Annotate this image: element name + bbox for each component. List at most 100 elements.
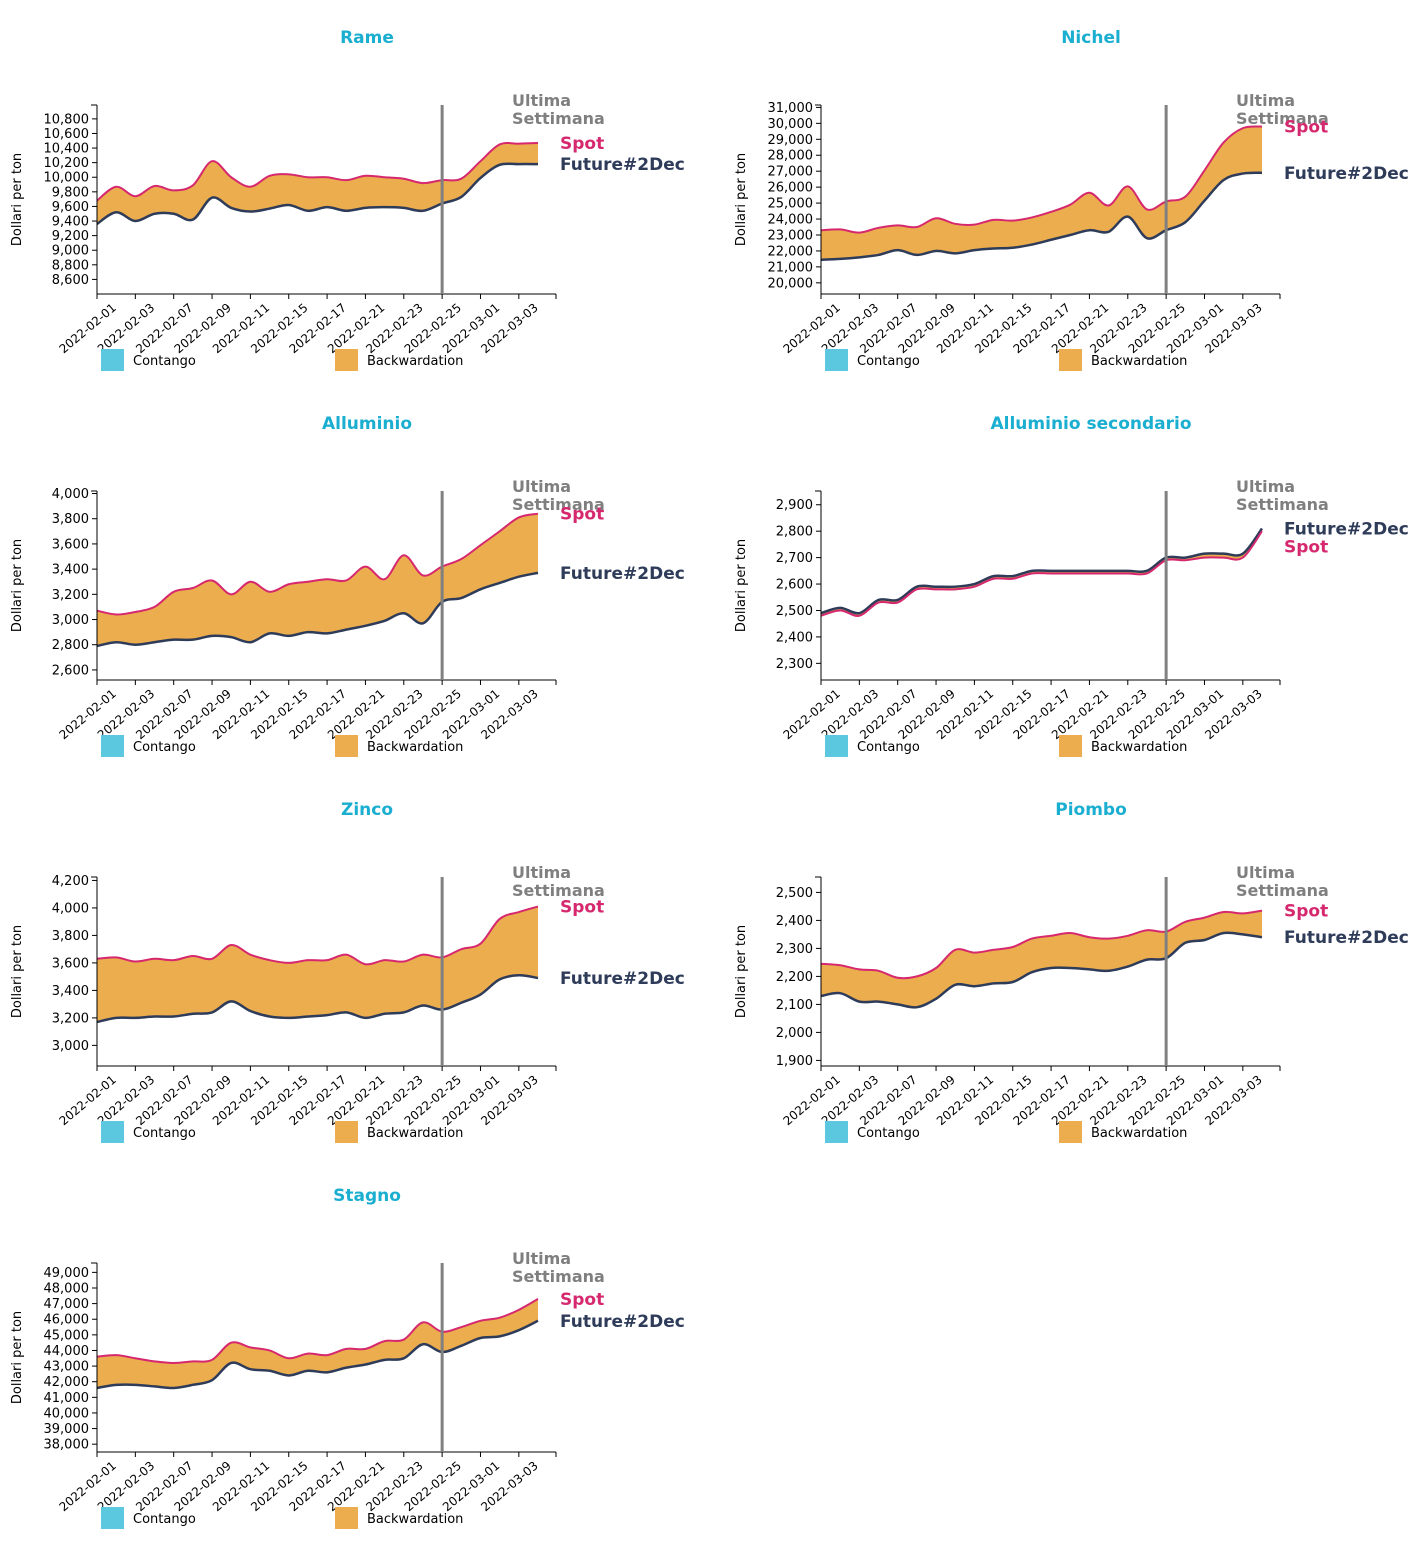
y-tick-label: 8,800 xyxy=(52,258,89,273)
legend-swatch-backwardation xyxy=(1059,1121,1082,1143)
y-tick-label: 2,500 xyxy=(776,886,813,901)
y-tick-label: 31,000 xyxy=(768,101,814,116)
future-line xyxy=(96,974,539,1024)
legend-swatch-backwardation xyxy=(1059,349,1082,371)
y-axis-label: Dollari per ton xyxy=(10,925,25,1018)
y-tick-label: 26,000 xyxy=(768,181,814,196)
y-tick-label: 3,600 xyxy=(52,956,89,971)
last-week-label: Settimana xyxy=(512,109,605,128)
chart-svg: 2,300 2,400 2,500 2,600 2,700 2,800 2,900 Dolla… xyxy=(734,477,1409,757)
legend-swatch-contango xyxy=(825,1121,848,1143)
legend-swatch-contango xyxy=(825,735,848,757)
legend-label-backwardation: Backwardation xyxy=(367,1512,463,1527)
spot-series-label: Spot xyxy=(1284,538,1328,558)
y-tick-label: 29,000 xyxy=(768,133,814,148)
future-line xyxy=(96,571,539,648)
chart-title: Zinco xyxy=(340,800,394,820)
chart-panel-5: Piombo 1,900 2,000 2,100 2,200 2,300 2,400 2,50… xyxy=(724,772,1421,1158)
y-tick-label: 10,800 xyxy=(44,112,90,127)
chart-title: Rame xyxy=(340,28,394,48)
chart-title: Alluminio secondario xyxy=(990,414,1192,434)
y-tick-label: 22,000 xyxy=(768,244,814,259)
future-line xyxy=(96,1319,539,1390)
spot-series-label: Spot xyxy=(560,1290,604,1310)
y-tick-label: 3,800 xyxy=(52,512,89,527)
spot-line xyxy=(96,512,539,616)
future-line xyxy=(820,931,1263,1009)
chart-title: Stagno xyxy=(333,1186,401,1206)
future-series-label: Future#2Dec xyxy=(1284,520,1409,540)
last-week-label: Ultima xyxy=(1236,477,1295,496)
y-tick-label: 3,400 xyxy=(52,563,89,578)
y-tick-label: 2,100 xyxy=(776,998,813,1013)
y-tick-label: 9,200 xyxy=(52,229,89,244)
spot-line xyxy=(96,905,539,966)
chart-svg: 20,00021,00022,00023,00024,00025,00026,0… xyxy=(734,91,1409,371)
last-week-label: Ultima xyxy=(512,1249,571,1268)
y-tick-label: 3,600 xyxy=(52,537,89,552)
chart-title: Nichel xyxy=(1061,28,1121,48)
legend-label-contango: Contango xyxy=(857,740,920,755)
legend-swatch-backwardation xyxy=(1059,735,1082,757)
y-tick-label: 21,000 xyxy=(768,260,814,275)
y-axis-label: Dollari per ton xyxy=(10,539,25,632)
chart-title: Piombo xyxy=(1055,800,1127,820)
y-tick-label: 47,000 xyxy=(44,1297,90,1312)
chart-svg: 38,00039,00040,00041,00042,00043,00044,0… xyxy=(10,1249,685,1529)
y-tick-label: 10,400 xyxy=(44,142,90,157)
legend-label-contango: Contango xyxy=(857,354,920,369)
last-week-label: Settimana xyxy=(512,881,605,900)
chart-svg: 8,6008,8009,0009,2009,4009,6009,80010,00… xyxy=(10,91,685,371)
last-week-label: Settimana xyxy=(512,1267,605,1286)
chart-panel-3: Alluminio secondario 2,300 2,400 2,500 2,600… xyxy=(724,386,1421,772)
y-tick-label: 2,900 xyxy=(776,498,813,513)
y-tick-label: 2,500 xyxy=(776,604,813,619)
spot-series-label: Spot xyxy=(560,134,604,154)
y-axis-label: Dollari per ton xyxy=(734,153,749,246)
chart-svg: 1,900 2,000 2,100 2,200 2,300 2,400 2,500 Dolla… xyxy=(734,863,1409,1143)
future-series-label: Future#2Dec xyxy=(560,564,685,584)
y-tick-label: 9,000 xyxy=(52,244,89,259)
spot-series-label: Spot xyxy=(1284,902,1328,922)
last-week-label: Ultima xyxy=(1236,863,1295,882)
y-tick-label: 2,800 xyxy=(776,525,813,540)
spot-line xyxy=(820,909,1263,980)
y-tick-label: 9,400 xyxy=(52,215,89,230)
y-tick-label: 27,000 xyxy=(768,165,814,180)
y-tick-label: 24,000 xyxy=(768,213,814,228)
chart-panel-6: Stagno 38,000 39,000 40,000 41,000 42,000 43,0… xyxy=(0,1158,720,1544)
y-tick-label: 44,000 xyxy=(44,1344,90,1359)
legend-swatch-contango xyxy=(101,349,124,371)
y-axis-label: Dollari per ton xyxy=(734,925,749,1018)
y-tick-label: 46,000 xyxy=(44,1313,90,1328)
legend-label-backwardation: Backwardation xyxy=(1091,740,1187,755)
y-tick-label: 43,000 xyxy=(44,1360,90,1375)
y-tick-label: 30,000 xyxy=(768,117,814,132)
y-tick-label: 9,600 xyxy=(52,200,89,215)
last-week-label: Settimana xyxy=(1236,495,1329,514)
chart-svg: 2,600 2,800 3,000 3,200 3,400 3,600 3,800 4,000… xyxy=(10,477,685,757)
y-tick-label: 48,000 xyxy=(44,1281,90,1296)
y-tick-label: 2,000 xyxy=(776,1026,813,1041)
y-tick-label: 3,200 xyxy=(52,588,89,603)
y-axis-label: Dollari per ton xyxy=(734,539,749,632)
legend-label-backwardation: Backwardation xyxy=(1091,354,1187,369)
future-line xyxy=(96,162,539,226)
y-tick-label: 1,900 xyxy=(776,1054,813,1069)
legend-swatch-backwardation xyxy=(335,349,358,371)
last-week-label: Ultima xyxy=(1236,91,1295,110)
y-tick-label: 4,000 xyxy=(52,901,89,916)
legend-swatch-backwardation xyxy=(335,735,358,757)
legend-label-contango: Contango xyxy=(133,354,196,369)
legend-label-contango: Contango xyxy=(857,1126,920,1141)
y-tick-label: 3,800 xyxy=(52,929,89,944)
legend-swatch-backwardation xyxy=(335,1507,358,1529)
future-series-label: Future#2Dec xyxy=(560,1312,685,1332)
y-tick-label: 3,000 xyxy=(52,1039,89,1054)
chart-panel-4: Zinco 3,000 3,200 3,400 3,600 3,800 4,000 4,200… xyxy=(0,772,720,1158)
y-tick-label: 20,000 xyxy=(768,276,814,291)
spot-series-label: Spot xyxy=(1284,118,1328,138)
y-tick-label: 10,200 xyxy=(44,156,90,171)
spot-series-label: Spot xyxy=(560,505,604,525)
